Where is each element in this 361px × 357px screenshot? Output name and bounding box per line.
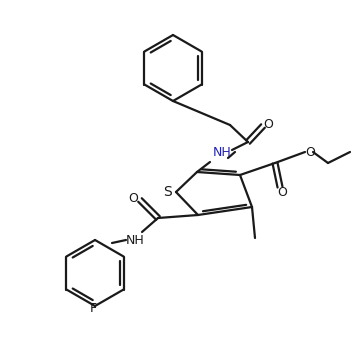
Text: O: O xyxy=(128,191,138,205)
Text: S: S xyxy=(162,185,171,199)
Text: O: O xyxy=(305,146,315,159)
Text: O: O xyxy=(277,186,287,198)
Text: O: O xyxy=(263,117,273,131)
Text: NH: NH xyxy=(126,233,144,246)
Text: NH: NH xyxy=(213,146,231,159)
Text: F: F xyxy=(90,302,96,315)
